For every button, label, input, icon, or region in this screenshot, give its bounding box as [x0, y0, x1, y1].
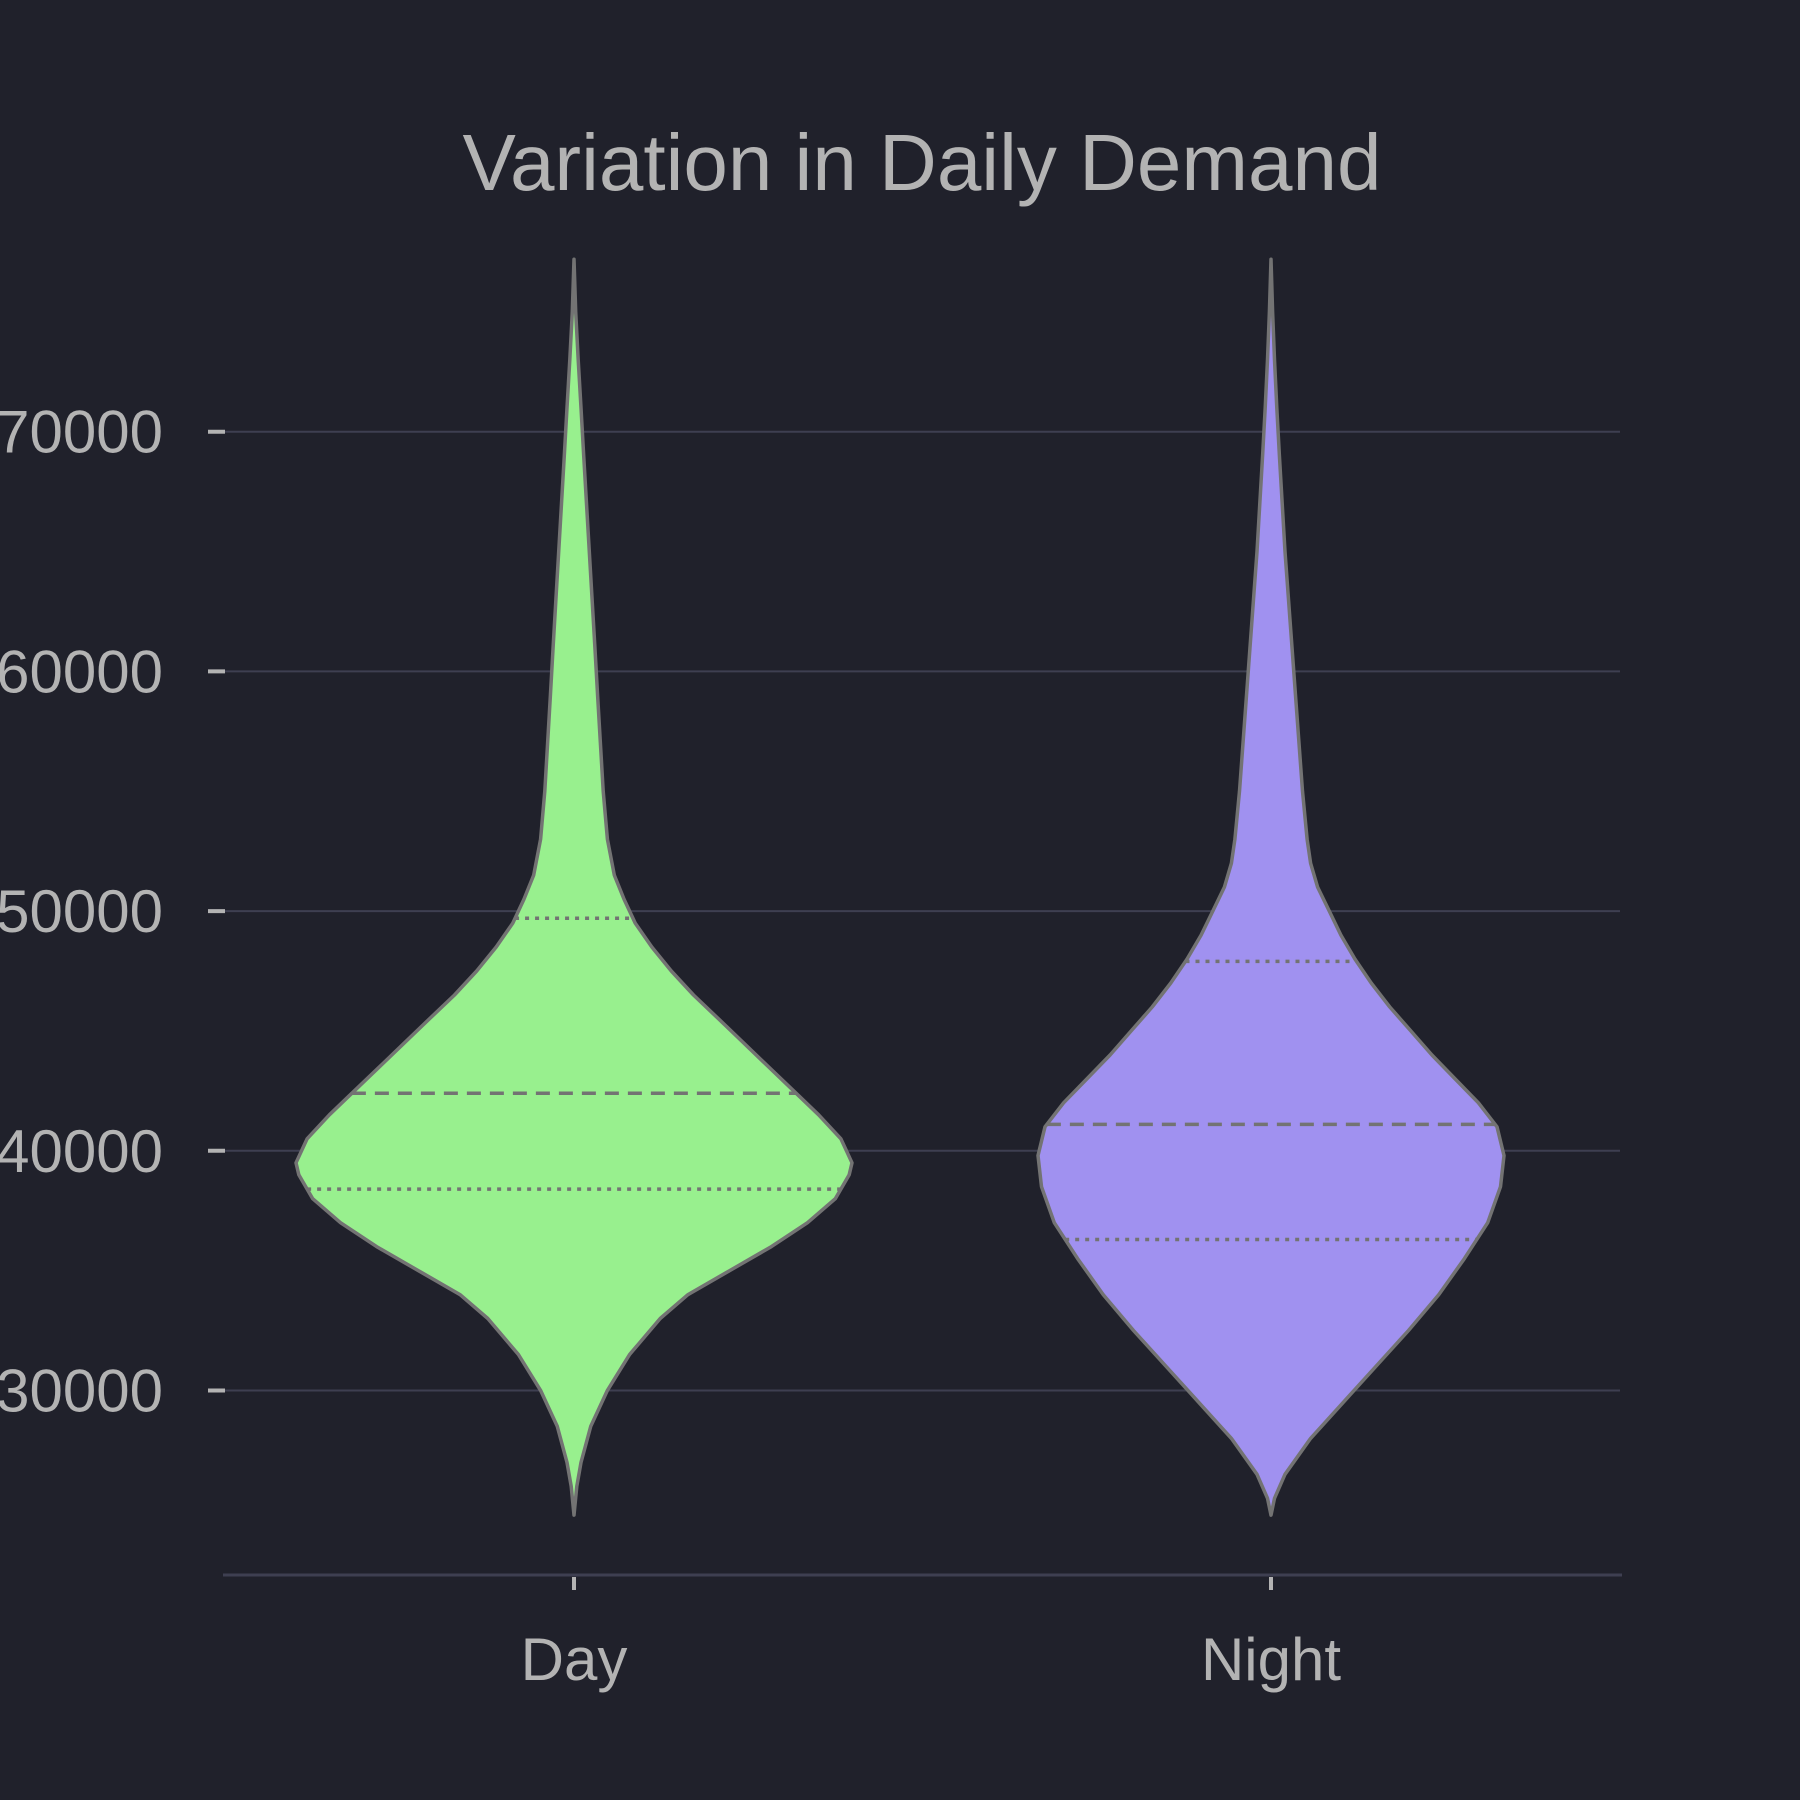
- violin-day: [294, 257, 854, 1517]
- y-axis: 30000 40000 50000 60000 70000: [0, 399, 225, 1424]
- x-axis: Day Night: [223, 1573, 1622, 1693]
- x-tick-label: Day: [521, 1626, 628, 1693]
- y-tick-label: 50000: [0, 878, 163, 945]
- violin-body-day: [294, 257, 854, 1517]
- chart-title: Variation in Daily Demand: [463, 118, 1382, 207]
- y-tick-label: 60000: [0, 638, 163, 705]
- violin-night: [1036, 257, 1506, 1517]
- violin-body-night: [1036, 257, 1506, 1517]
- y-tick-label: 70000: [0, 399, 163, 466]
- y-tick-label: 30000: [0, 1357, 163, 1424]
- violins: [294, 257, 1506, 1517]
- x-tick-label: Night: [1201, 1626, 1341, 1693]
- y-tick-label: 40000: [0, 1118, 163, 1185]
